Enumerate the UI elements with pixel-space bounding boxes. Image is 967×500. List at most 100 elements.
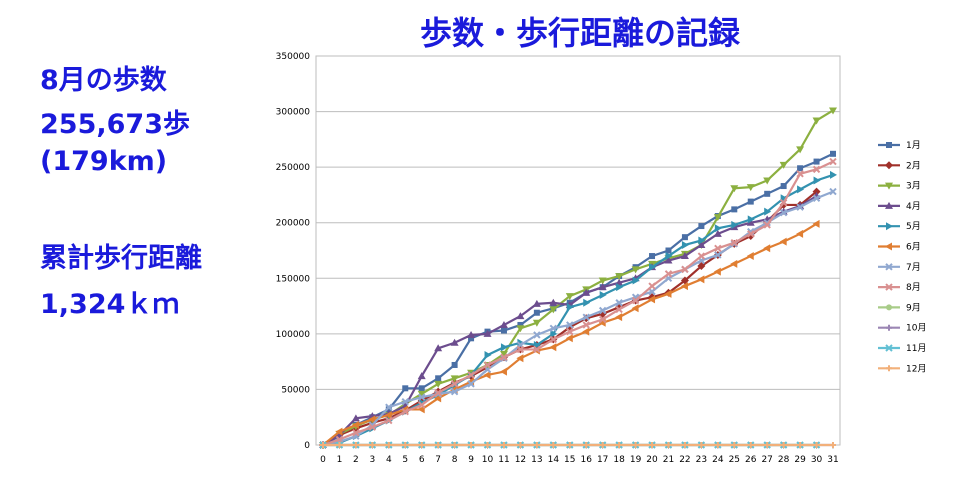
y-tick-label: 200000 — [276, 219, 311, 229]
data-point — [829, 107, 837, 115]
data-point — [813, 442, 820, 448]
data-point — [747, 215, 755, 224]
legend-marker — [886, 222, 893, 231]
data-point — [812, 187, 821, 196]
data-point — [450, 338, 459, 346]
y-tick-label: 300000 — [276, 108, 311, 118]
data-point — [583, 298, 591, 307]
legend-marker — [885, 242, 892, 251]
data-point — [549, 324, 558, 333]
data-point — [451, 361, 458, 368]
x-tick-label: 19 — [630, 455, 642, 465]
data-point — [681, 240, 689, 249]
data-point — [615, 273, 624, 281]
data-point — [516, 312, 525, 320]
data-point — [532, 319, 541, 327]
data-point — [714, 442, 721, 448]
data-point — [698, 442, 705, 448]
data-point — [665, 252, 673, 261]
data-point — [812, 219, 820, 228]
y-tick-label: 250000 — [276, 163, 311, 173]
cumulative-distance-label: 累計歩行距離 — [40, 243, 202, 274]
data-point — [713, 214, 722, 222]
data-point — [812, 165, 821, 174]
legend-marker — [885, 201, 893, 209]
data-point — [417, 372, 426, 380]
data-point — [549, 298, 558, 306]
data-point — [516, 345, 525, 354]
data-point — [418, 393, 426, 401]
x-tick-label: 7 — [435, 455, 441, 465]
data-point — [549, 335, 558, 344]
y-tick-label: 350000 — [276, 52, 311, 62]
data-point — [467, 330, 476, 338]
data-point — [796, 146, 805, 154]
data-point — [681, 265, 689, 274]
data-point — [714, 224, 722, 233]
data-point — [648, 287, 656, 296]
legend-entry: 2月 — [906, 160, 921, 171]
data-point — [698, 236, 706, 245]
data-point — [402, 442, 409, 448]
data-point — [615, 313, 623, 322]
data-point — [813, 158, 820, 165]
data-point — [517, 442, 524, 448]
legend-marker — [885, 161, 893, 170]
series-line-2 — [322, 190, 818, 446]
data-point — [731, 442, 738, 448]
x-tick-label: 18 — [613, 455, 625, 465]
x-tick-label: 13 — [531, 455, 542, 465]
x-tick-label: 22 — [679, 455, 690, 465]
data-point — [467, 380, 475, 388]
data-point — [468, 442, 475, 448]
data-point — [730, 239, 738, 247]
month-steps-label: 8月の歩数 — [40, 65, 167, 96]
data-point — [664, 289, 672, 298]
data-point — [351, 414, 360, 422]
data-point — [516, 325, 525, 333]
data-point — [582, 321, 590, 329]
data-point — [763, 177, 772, 185]
data-point — [681, 442, 688, 448]
legend-entry: 9月 — [906, 302, 921, 313]
data-point — [549, 343, 557, 352]
data-point — [764, 442, 771, 448]
x-tick-label: 30 — [811, 455, 823, 465]
data-point — [550, 442, 557, 448]
data-point — [648, 282, 656, 290]
data-point — [631, 296, 640, 305]
x-tick-label: 23 — [696, 455, 707, 465]
data-point — [401, 407, 409, 416]
x-tick-label: 31 — [827, 455, 838, 465]
data-point — [680, 252, 689, 260]
data-point — [582, 313, 590, 321]
data-point — [516, 354, 524, 363]
data-point — [532, 299, 541, 307]
data-point — [352, 442, 359, 448]
data-point — [731, 206, 738, 213]
data-point — [698, 223, 705, 230]
data-point — [351, 420, 359, 429]
data-point — [648, 295, 656, 304]
data-point — [598, 277, 607, 285]
x-tick-label: 11 — [498, 455, 509, 465]
legend-entry: 3月 — [906, 181, 921, 192]
data-point — [830, 170, 837, 179]
month-steps-value: 255,673歩 — [40, 109, 190, 140]
legend-marker — [885, 344, 893, 352]
legend-entry: 12月 — [906, 363, 926, 374]
data-point — [500, 327, 507, 334]
data-point — [582, 327, 590, 336]
data-point — [484, 350, 492, 359]
data-point — [566, 327, 574, 336]
legend-entry: 5月 — [906, 221, 921, 232]
x-tick-label: 9 — [468, 455, 474, 465]
legend-entry: 4月 — [906, 201, 921, 212]
data-point — [631, 304, 639, 313]
data-point — [747, 230, 755, 238]
data-point — [566, 321, 574, 329]
data-point — [451, 442, 458, 448]
data-point — [797, 165, 804, 172]
data-point — [565, 334, 573, 343]
data-point — [830, 442, 836, 448]
